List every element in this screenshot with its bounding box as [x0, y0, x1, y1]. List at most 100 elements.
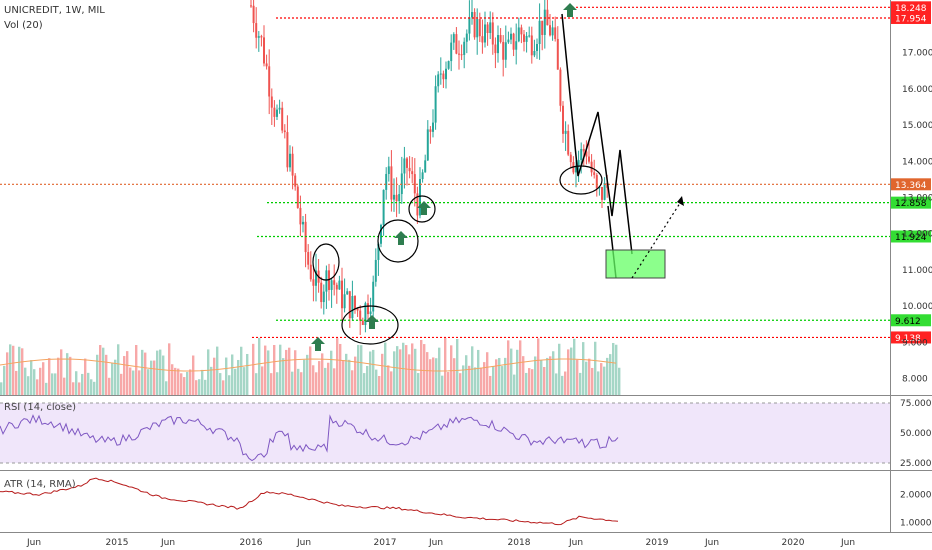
volume-bar	[549, 356, 552, 395]
candle-body	[473, 12, 476, 38]
candle-body	[341, 280, 343, 309]
volume-bar	[210, 366, 213, 395]
volume-bar	[9, 344, 12, 395]
atr-tick-label: 2.0000	[900, 490, 932, 500]
volume-bar	[168, 343, 171, 395]
candle-body	[268, 66, 271, 97]
candle-body	[382, 189, 385, 225]
volume-bar	[234, 368, 237, 395]
volume-bar	[243, 367, 246, 395]
candle-body	[523, 34, 525, 42]
volume-bar	[291, 371, 294, 395]
x-tick-label: 2015	[106, 538, 129, 548]
candle-body	[260, 36, 263, 38]
candle-body	[502, 41, 505, 60]
price-level-tag	[891, 1, 931, 14]
volume-bar	[375, 369, 378, 395]
volume-bar	[435, 358, 438, 395]
candle-body	[372, 281, 375, 312]
volume-bar	[540, 360, 543, 395]
price-level-label: 18.248	[895, 4, 927, 14]
candle-body	[463, 41, 466, 55]
volume-bar	[261, 366, 264, 395]
candle-body	[374, 259, 377, 282]
price-level-tag	[891, 314, 931, 327]
volume-bar	[99, 345, 102, 395]
atr-pane[interactable]: 2.0000 1.0000	[0, 477, 932, 529]
candle-body	[603, 182, 606, 200]
up-arrow-icon	[394, 231, 408, 245]
candle-body	[562, 105, 564, 134]
candle-body	[346, 291, 349, 295]
candle-body	[380, 224, 382, 244]
candle-body	[489, 22, 492, 34]
volume-bar	[558, 343, 561, 395]
volume-bar	[285, 349, 288, 395]
volume-bar	[183, 377, 186, 395]
candle-body	[296, 186, 299, 208]
rsi-pane[interactable]: 75.0000 50.0000 25.0000	[0, 399, 932, 469]
volume-bar	[57, 357, 60, 395]
volume-bar	[600, 363, 603, 395]
projection-zigzag	[561, 13, 633, 255]
candle-body	[533, 50, 536, 56]
volume-bar	[12, 345, 15, 395]
volume-bar	[576, 359, 579, 395]
volume-bar	[528, 368, 531, 395]
candle-body	[286, 132, 289, 168]
volume-bar	[24, 367, 27, 395]
volume-bar	[603, 366, 606, 395]
candle-body	[361, 320, 364, 326]
volume-bar	[273, 345, 276, 395]
candle-body	[265, 63, 268, 67]
price-pane[interactable]	[250, 0, 609, 335]
volume-bar	[462, 365, 465, 395]
candle-body	[468, 17, 471, 34]
candle-body	[408, 167, 411, 172]
candle-body	[559, 69, 562, 106]
candle-body	[582, 148, 585, 152]
candle-body	[291, 153, 294, 176]
volume-bar	[351, 370, 354, 395]
volume-bar	[471, 346, 474, 395]
volume-bar	[582, 342, 585, 395]
candle-body	[406, 158, 408, 168]
volume-bar	[477, 349, 480, 395]
candle-body	[499, 35, 502, 42]
candle-body	[302, 221, 304, 225]
volume-bar	[372, 349, 375, 395]
y-tick-label: 9.000	[902, 338, 928, 348]
candle-body	[343, 294, 346, 309]
x-tick-label: Jun	[160, 538, 175, 548]
atr-line	[0, 477, 619, 526]
price-level-tag	[891, 178, 931, 191]
volume-bar	[399, 349, 402, 395]
candle-body	[294, 175, 297, 187]
volume-bar	[105, 354, 108, 395]
candle-body	[335, 284, 338, 290]
candle-body	[393, 194, 395, 200]
volume-bar	[474, 367, 477, 395]
candle-body	[447, 61, 450, 69]
volume-bar	[294, 350, 297, 395]
candle-body	[312, 279, 315, 286]
volume-bar	[81, 373, 84, 395]
projection-dotted-line	[631, 199, 683, 279]
price-level-label: 17.954	[895, 14, 927, 24]
volume-bar	[54, 373, 57, 395]
volume-bar	[612, 342, 615, 395]
volume-bar	[165, 381, 168, 395]
volume-bar	[198, 379, 201, 395]
volume-bar	[63, 377, 66, 395]
volume-bar	[225, 357, 228, 395]
candle-body	[460, 54, 463, 56]
price-level-tag	[891, 196, 931, 209]
volume-bar	[585, 361, 588, 395]
volume-bar	[570, 347, 573, 395]
volume-bar	[345, 353, 348, 395]
volume-bar	[564, 371, 567, 395]
candle-body	[590, 161, 593, 173]
